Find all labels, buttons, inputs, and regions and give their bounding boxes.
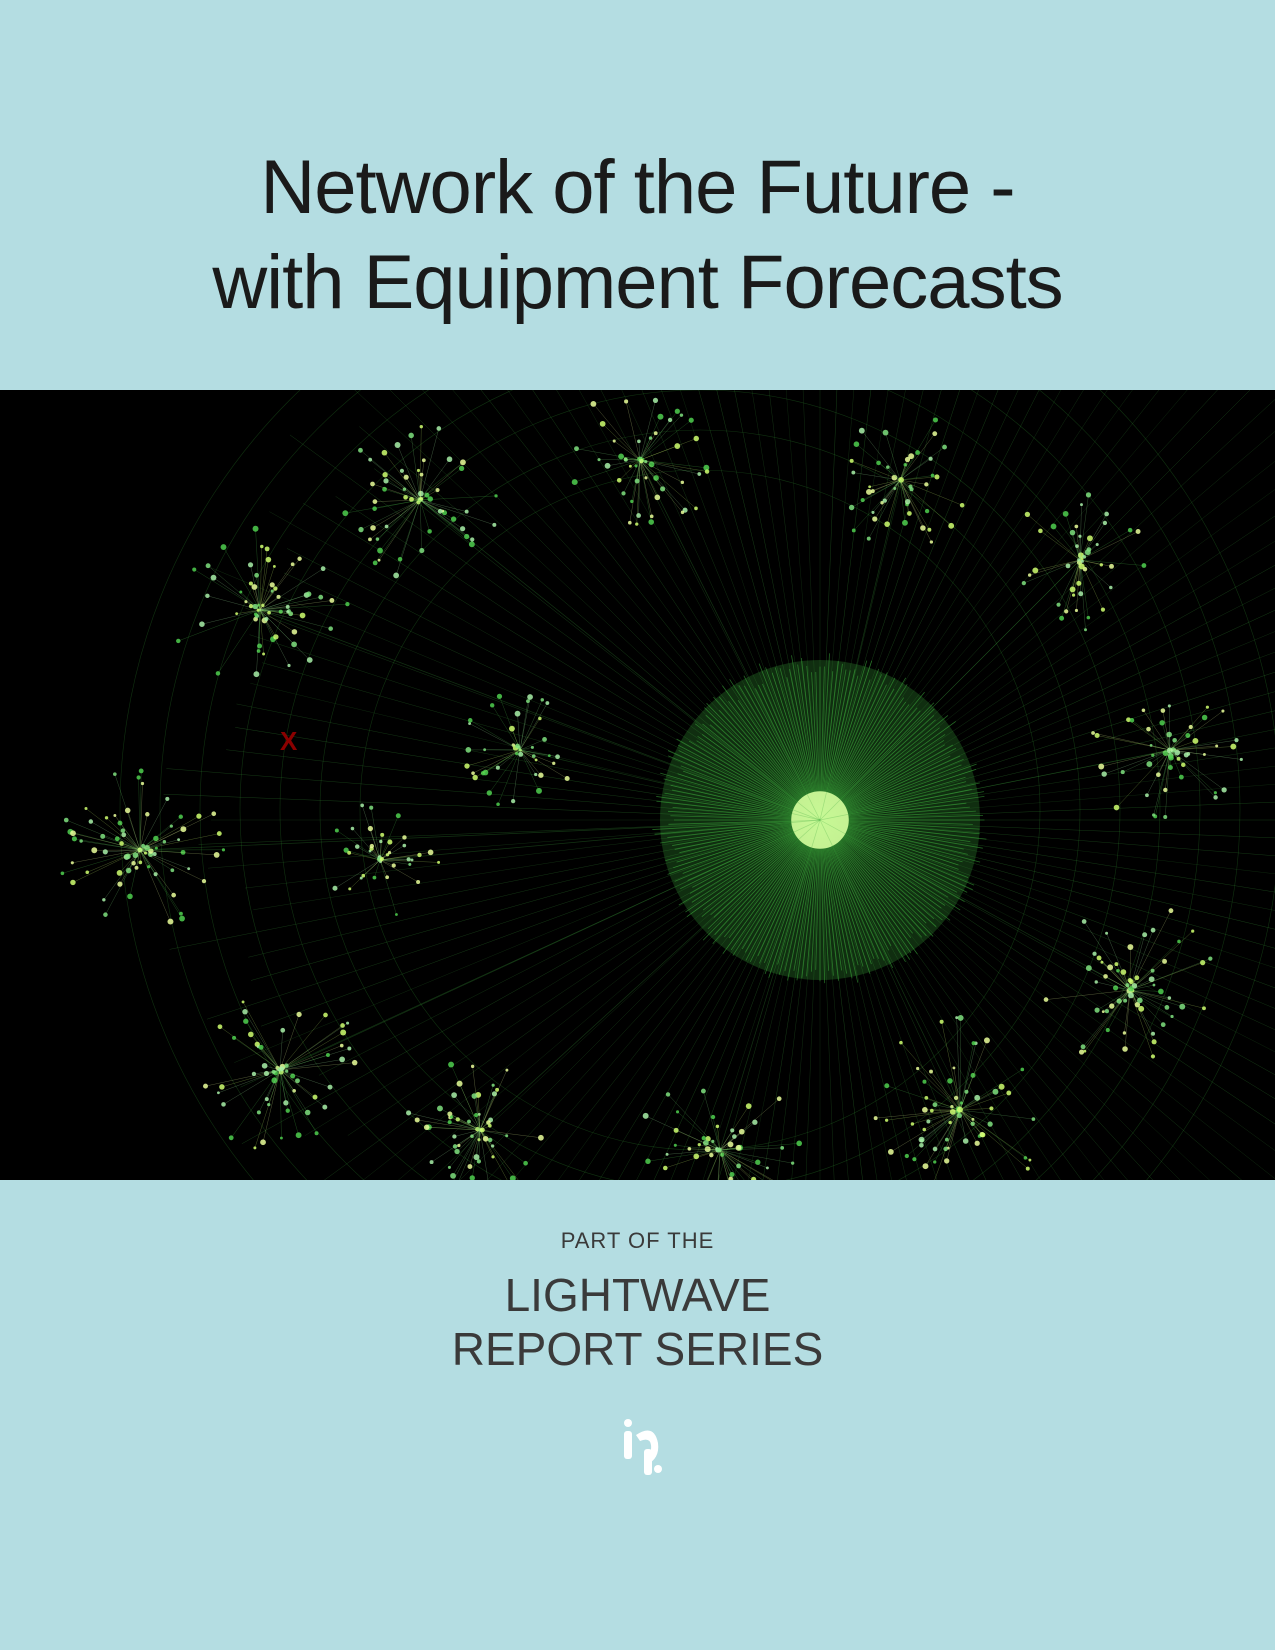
title-line-1: Network of the Future -: [0, 140, 1275, 235]
footer-block: PART OF THE LIGHTWAVE REPORT SERIES: [0, 1180, 1275, 1477]
title-block: Network of the Future - with Equipment F…: [0, 0, 1275, 390]
svg-text:X: X: [280, 726, 298, 756]
series-line-2: REPORT SERIES: [0, 1322, 1275, 1376]
network-visualization: X: [0, 390, 1275, 1180]
series-line-1: LIGHTWAVE: [0, 1268, 1275, 1322]
part-of-label: PART OF THE: [0, 1228, 1275, 1254]
title-line-2: with Equipment Forecasts: [0, 235, 1275, 330]
logo-icon: [606, 1413, 670, 1477]
network-svg: X: [0, 390, 1275, 1180]
publisher-logo: [0, 1413, 1275, 1477]
